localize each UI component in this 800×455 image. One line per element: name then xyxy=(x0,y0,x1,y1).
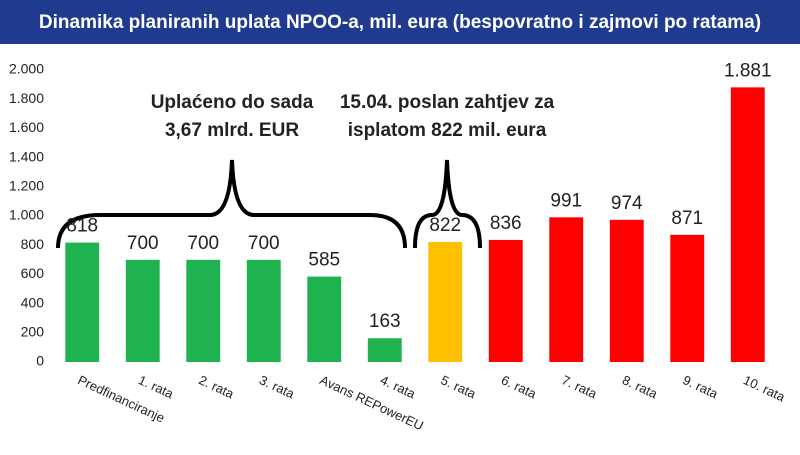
x-tick-label: Avans REPowerEU xyxy=(318,372,426,433)
bar xyxy=(246,259,281,362)
x-tick-label: 5. rata xyxy=(439,372,479,401)
value-label: 974 xyxy=(611,193,643,214)
y-tick-label: 1.600 xyxy=(9,119,44,135)
bar xyxy=(367,338,402,362)
x-tick-label: 6. rata xyxy=(499,372,539,401)
y-tick-label: 1.400 xyxy=(9,148,44,164)
brace xyxy=(56,159,407,249)
y-tick-label: 200 xyxy=(21,324,45,340)
bar xyxy=(65,242,100,362)
y-tick-label: 2.000 xyxy=(9,61,44,77)
value-label: 700 xyxy=(187,233,219,254)
bar xyxy=(125,259,160,362)
x-tick-label: 7. rata xyxy=(560,372,600,401)
title-bar xyxy=(0,0,800,44)
y-tick-label: 1.800 xyxy=(9,90,44,106)
x-tick-label: 3. rata xyxy=(257,372,297,401)
y-tick-label: 1.200 xyxy=(9,178,44,194)
brace xyxy=(413,159,482,249)
bar xyxy=(670,234,705,362)
value-label: 700 xyxy=(127,233,159,254)
annotation: Uplaćeno do sada xyxy=(151,92,314,113)
x-tick-label: 8. rata xyxy=(620,372,660,401)
x-tick-label: 2. rata xyxy=(197,372,237,401)
y-tick-label: 800 xyxy=(21,236,45,252)
bar xyxy=(488,239,523,362)
y-tick-label: 600 xyxy=(21,265,45,281)
annotation: 15.04. poslan zahtjev za xyxy=(340,92,555,113)
bar xyxy=(609,219,644,362)
x-tick-label: 9. rata xyxy=(681,372,721,401)
value-label: 871 xyxy=(671,208,703,229)
chart-title: Dinamika planiranih uplata NPOO-a, mil. … xyxy=(39,12,761,33)
y-tick-label: 0 xyxy=(36,353,44,369)
value-label: 585 xyxy=(308,250,340,271)
value-label: 822 xyxy=(429,215,461,236)
x-tick-label: 10. rata xyxy=(741,372,788,405)
x-tick-label: 4. rata xyxy=(378,372,418,401)
value-label: 991 xyxy=(550,190,582,211)
y-tick-label: 400 xyxy=(21,294,45,310)
bar xyxy=(186,259,221,362)
x-tick-label: 1. rata xyxy=(136,372,176,401)
bar xyxy=(307,276,342,362)
value-label: 818 xyxy=(66,216,98,237)
value-label: 1.881 xyxy=(724,60,772,81)
bar xyxy=(428,241,463,362)
bar xyxy=(730,87,765,363)
y-tick-label: 1.000 xyxy=(9,207,44,223)
value-label: 163 xyxy=(369,311,401,332)
bar xyxy=(549,217,584,362)
value-label: 836 xyxy=(490,213,522,234)
annotation: isplatom 822 mil. eura xyxy=(348,120,547,141)
value-label: 700 xyxy=(248,233,280,254)
annotation: 3,67 mlrd. EUR xyxy=(165,120,299,141)
